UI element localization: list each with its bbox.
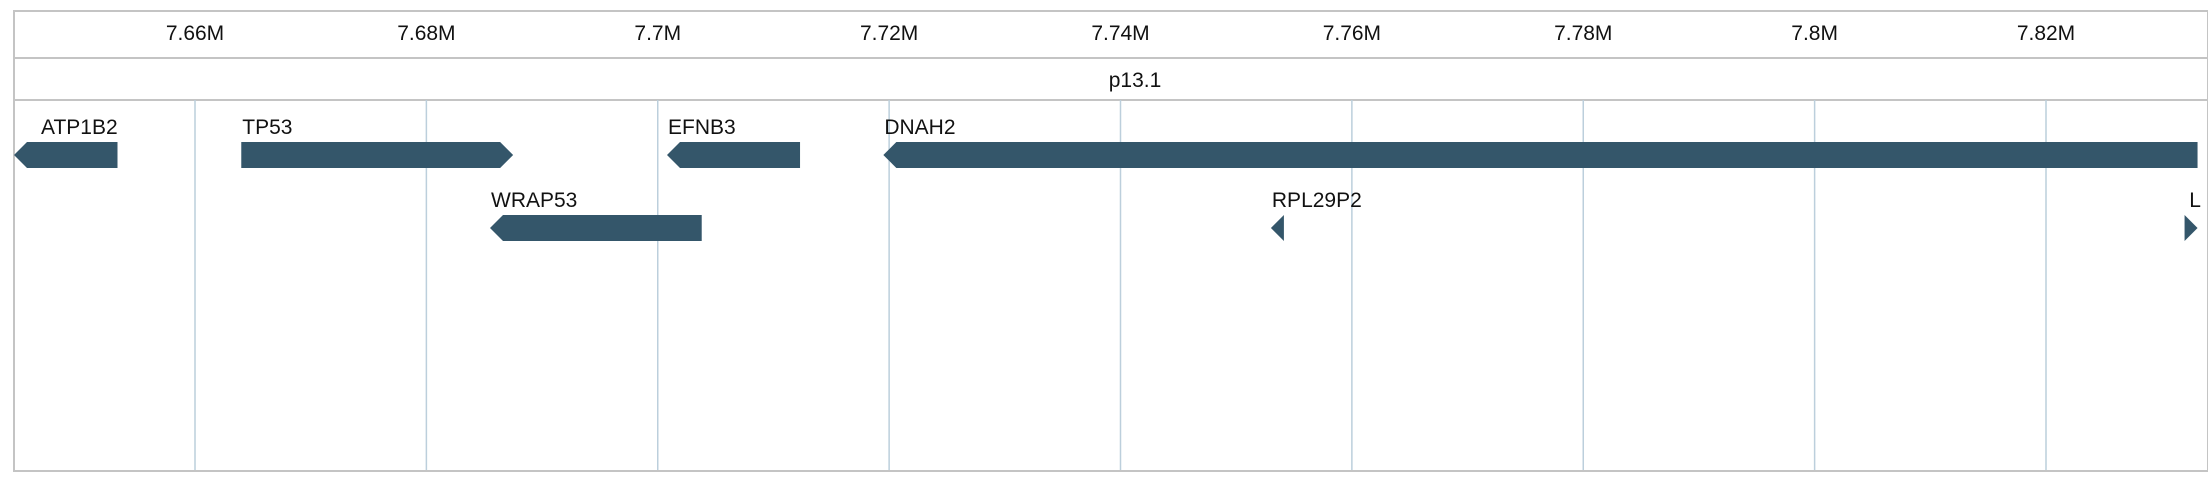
gene-label: RPL29P2	[1272, 189, 1362, 212]
ruler-tick-label: 7.68M	[397, 22, 455, 45]
gene-features: ATP1B2 TP53 EFNB3 DNAH2 WRAP53 RPL29P2 L	[14, 116, 2201, 241]
gene-efnb3[interactable]: EFNB3	[667, 116, 801, 168]
ruler-tick-label: 7.82M	[2017, 22, 2075, 45]
gene-feature-arrow[interactable]	[883, 142, 2198, 168]
ruler-tick-label: 7.74M	[1091, 22, 1149, 45]
ruler-tick-label: 7.66M	[166, 22, 224, 45]
gene-label: L	[2189, 189, 2201, 212]
gene-feature-arrow[interactable]	[490, 215, 702, 241]
gene-tp53[interactable]: TP53	[241, 116, 514, 168]
gene-atp1b2[interactable]: ATP1B2	[14, 116, 118, 168]
gene-feature-arrow[interactable]	[14, 142, 118, 168]
ruler-tick-label: 7.78M	[1554, 22, 1612, 45]
ruler-tick-label: 7.76M	[1323, 22, 1381, 45]
gene-label: WRAP53	[491, 189, 577, 212]
gene-label: DNAH2	[884, 116, 955, 139]
cytoband-label: p13.1	[1109, 69, 1162, 92]
gene-feature-arrow[interactable]	[1270, 215, 1284, 241]
gene-feature-arrow[interactable]	[241, 142, 514, 168]
gene-feature-arrow[interactable]	[2184, 215, 2198, 241]
track-frame	[13, 10, 2208, 472]
gene-label: TP53	[242, 116, 292, 139]
gene-wrap53[interactable]: WRAP53	[490, 189, 702, 241]
gene-rpl29p2[interactable]: RPL29P2	[1270, 189, 1362, 241]
ruler-tick-label: 7.72M	[860, 22, 918, 45]
ruler-tick-label: 7.8M	[1791, 22, 1838, 45]
gene-label: ATP1B2	[41, 116, 118, 139]
gene-feature-arrow[interactable]	[667, 142, 801, 168]
ruler-tick-label: 7.7M	[634, 22, 681, 45]
gene-dnah2[interactable]: DNAH2	[883, 116, 2198, 168]
gene-label: EFNB3	[668, 116, 736, 139]
coordinate-ruler: 7.66M 7.68M 7.7M 7.72M 7.74M 7.76M 7.78M 7.8M 7.…	[166, 22, 2075, 45]
gene-l[interactable]: L	[2184, 189, 2201, 241]
